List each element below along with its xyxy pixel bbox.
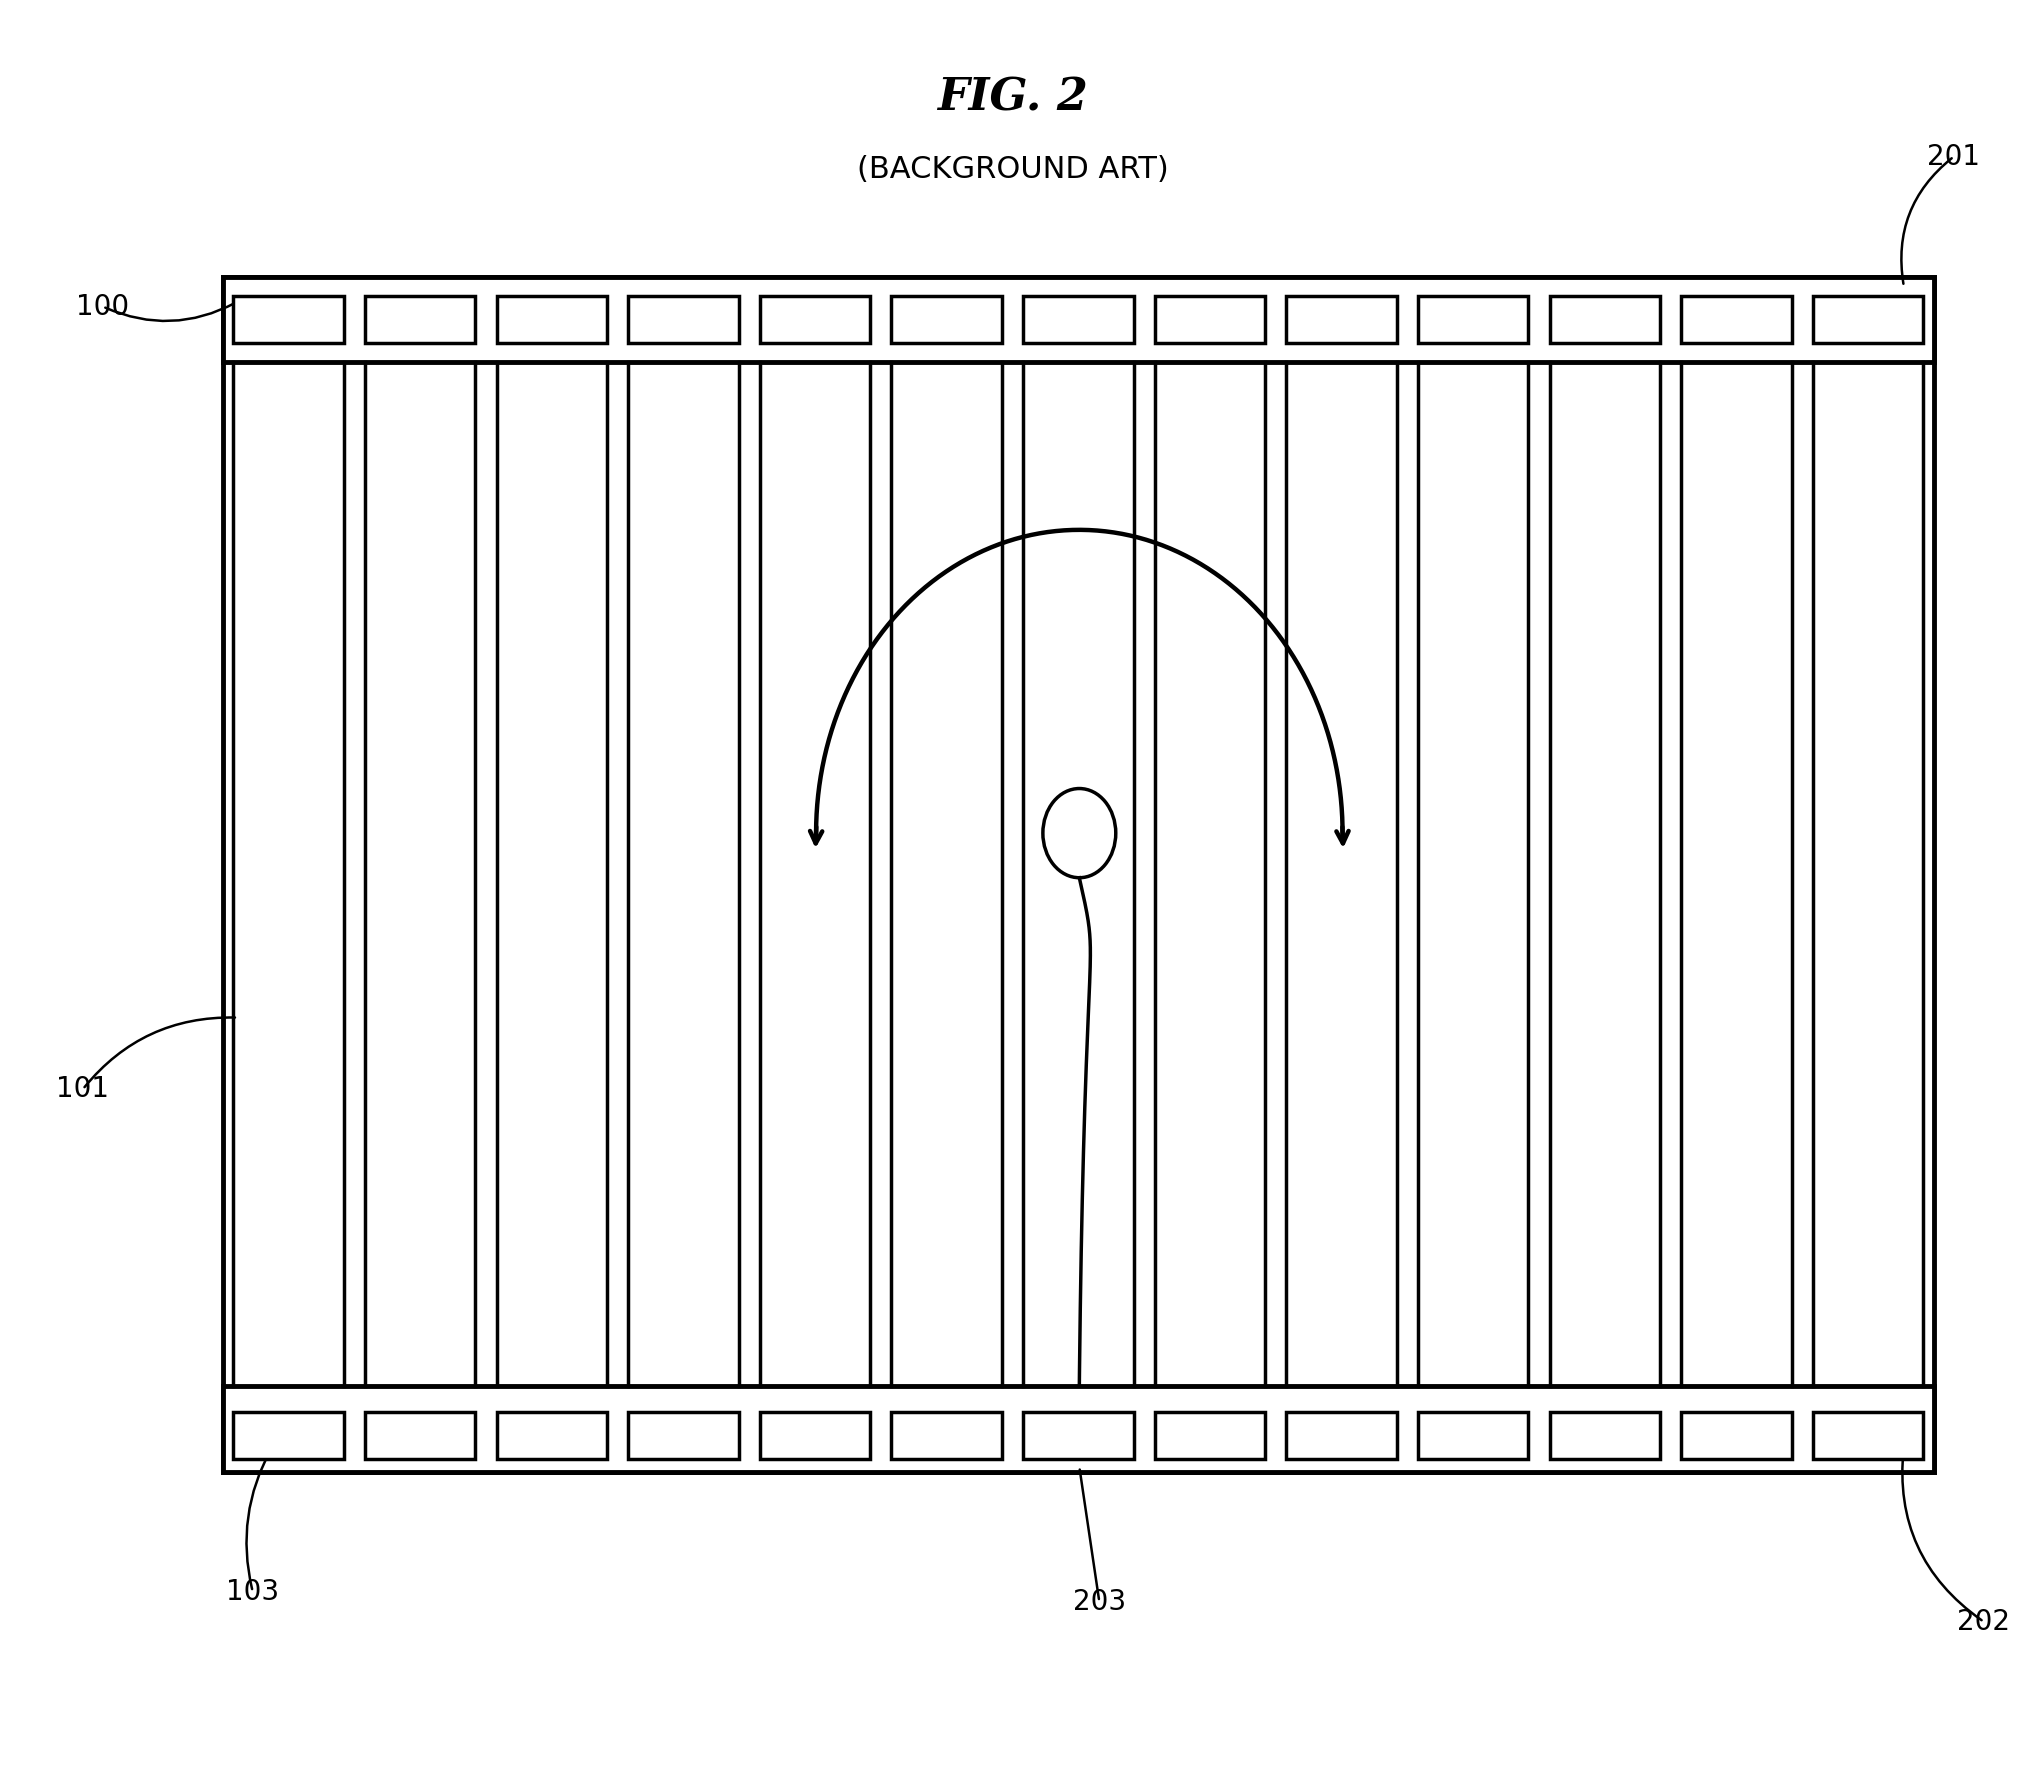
Bar — [1681, 296, 1792, 343]
Bar — [364, 296, 476, 343]
Bar — [1023, 296, 1134, 343]
Text: 103: 103 — [227, 1577, 279, 1606]
Bar — [1286, 1411, 1397, 1459]
Bar — [223, 277, 1934, 362]
Bar — [223, 277, 1934, 1472]
Bar — [1023, 1411, 1134, 1459]
Bar — [1286, 296, 1397, 343]
Text: 201: 201 — [1928, 143, 1980, 171]
Bar — [1418, 296, 1529, 343]
Bar — [1418, 1411, 1529, 1459]
Text: 100: 100 — [77, 293, 130, 321]
Bar — [1812, 296, 1924, 343]
Bar — [891, 1411, 1002, 1459]
Bar — [1549, 1411, 1660, 1459]
Text: 202: 202 — [1958, 1607, 2011, 1636]
Bar — [496, 296, 608, 343]
Bar — [1681, 1411, 1792, 1459]
Bar — [233, 1411, 344, 1459]
Text: FIG. 2: FIG. 2 — [938, 77, 1087, 120]
Bar — [759, 296, 871, 343]
Bar — [1812, 1411, 1924, 1459]
Bar — [1154, 1411, 1266, 1459]
Bar — [891, 296, 1002, 343]
Bar — [496, 1411, 608, 1459]
Text: (BACKGROUND ART): (BACKGROUND ART) — [857, 155, 1168, 184]
Bar — [1549, 296, 1660, 343]
Text: 203: 203 — [1073, 1588, 1126, 1616]
Text: 101: 101 — [57, 1076, 109, 1103]
Bar — [364, 1411, 476, 1459]
Bar — [223, 1386, 1934, 1472]
Bar — [1154, 296, 1266, 343]
Bar — [759, 1411, 871, 1459]
Bar — [628, 296, 739, 343]
Bar — [233, 296, 344, 343]
Bar — [628, 1411, 739, 1459]
